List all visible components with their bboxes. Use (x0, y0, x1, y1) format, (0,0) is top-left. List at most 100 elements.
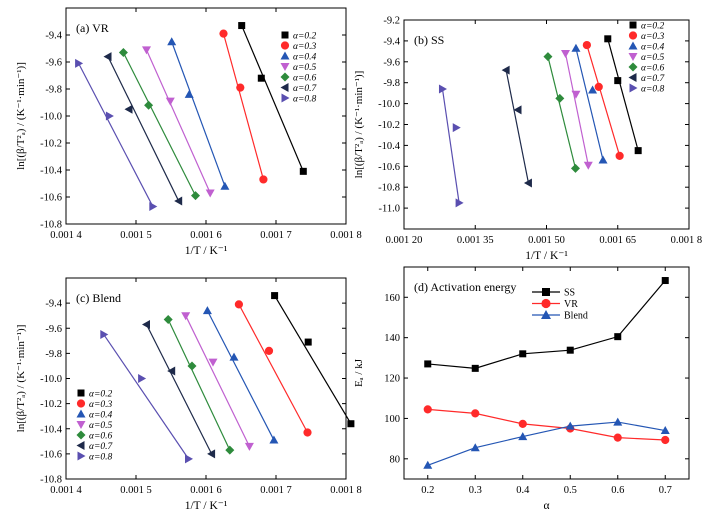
x-tick-label: 0.001 4 (50, 230, 82, 241)
y-tick-label: -10.2 (40, 139, 62, 150)
data-point (187, 361, 197, 371)
data-point (513, 105, 522, 115)
x-tick-label: 0.001 8 (330, 485, 362, 496)
y-tick-label: -10.8 (40, 220, 62, 231)
y-tick-label: 140 (384, 333, 400, 344)
legend-marker (280, 51, 290, 60)
data-point (438, 84, 447, 94)
y-tick-label: 160 (384, 293, 400, 304)
data-point (634, 147, 642, 155)
legend-marker (76, 409, 86, 418)
legend-label: Blend (564, 311, 588, 322)
fit-line (274, 295, 352, 425)
legend-marker (281, 93, 290, 103)
panel-label: (c) Blend (76, 291, 121, 305)
data-point (424, 360, 432, 368)
y-axis-label: Eₐ / kJ (353, 358, 365, 387)
data-point (347, 420, 355, 428)
data-point (142, 319, 150, 329)
fit-line (575, 48, 604, 161)
legend-label: α=0.6 (89, 432, 113, 442)
data-point (613, 433, 622, 442)
legend-label: α=0.5 (641, 53, 665, 63)
chart-panel-1: 0.001 4 0.001 5 0.001 6 0.001 7 0.001 8 -9.4 -… (15, 7, 362, 257)
y-tick-label: -10.4 (378, 141, 401, 152)
data-point (167, 37, 177, 46)
x-tick-label: 0.5 (564, 485, 577, 496)
y-tick-label: -9.8 (45, 85, 62, 96)
fit-line (206, 310, 275, 441)
data-point (165, 97, 175, 106)
fit-line (441, 88, 460, 203)
y-tick-label: -9.6 (45, 58, 62, 69)
legend-label: α=0.7 (641, 74, 666, 84)
data-point (269, 435, 279, 444)
data-point (588, 85, 598, 94)
legend-marker (77, 451, 86, 461)
legend-marker (280, 83, 289, 92)
legend-label: α=0.3 (89, 400, 113, 410)
fit-line (167, 319, 231, 451)
data-point (118, 48, 128, 58)
legend-label: α=0.7 (89, 442, 114, 452)
x-axis-label: 1/T / K⁻¹ (185, 500, 228, 512)
y-tick-label: -10.8 (40, 475, 62, 486)
y-tick-label: -10.6 (40, 193, 62, 204)
legend-label: α=0.5 (89, 421, 113, 431)
data-point (501, 65, 510, 75)
data-point (238, 22, 246, 30)
data-point (191, 191, 200, 201)
legend-label: SS (564, 288, 575, 299)
data-point (594, 82, 603, 91)
data-point (304, 338, 312, 346)
data-point (234, 300, 243, 309)
fit-line (122, 52, 197, 196)
legend-marker (76, 430, 86, 440)
legend-marker (76, 421, 86, 429)
plot-frame (403, 266, 690, 480)
data-point (519, 350, 527, 358)
data-point (163, 314, 173, 324)
x-tick-label: 0.001 80 (671, 235, 702, 246)
series-line (427, 280, 666, 369)
panel-label: (d) Activation energy (414, 280, 516, 294)
data-point (571, 90, 581, 99)
x-tick-label: 0.6 (611, 485, 624, 496)
y-tick-label: -9.8 (45, 349, 62, 360)
data-point (167, 366, 176, 376)
legend-marker (76, 441, 85, 450)
data-point (452, 123, 461, 133)
data-point (423, 405, 432, 414)
x-tick-label: 0.001 8 (330, 230, 362, 241)
y-axis-label: ln[(β/T²ₐ) / (K⁻¹·min⁻¹)] (15, 62, 27, 170)
fit-line (171, 41, 226, 187)
legend-label: α=0.8 (89, 453, 113, 463)
data-point (207, 449, 216, 459)
data-point (264, 346, 274, 355)
y-axis-label: ln[(β/T²ₐ) / (K⁻¹·min⁻¹)] (353, 71, 365, 179)
x-tick-label: 0.001 5 (120, 230, 152, 241)
x-axis-label: α (543, 500, 549, 512)
y-tick-label: -9.8 (383, 78, 400, 89)
data-point (598, 155, 608, 164)
data-point (299, 167, 307, 175)
legend-label: α=0.4 (293, 53, 317, 63)
data-point (205, 189, 215, 198)
fit-line (145, 324, 213, 455)
data-point (236, 83, 245, 92)
x-tick-label: 0.001 7 (260, 230, 292, 241)
series-line (427, 421, 666, 466)
data-point (660, 426, 670, 435)
data-point (613, 417, 623, 426)
x-tick-label: 0.001 50 (528, 235, 565, 246)
legend-marker (77, 389, 85, 397)
y-tick-label: -9.6 (45, 324, 62, 335)
series-line (427, 408, 666, 441)
data-point (661, 277, 669, 285)
data-point (615, 151, 624, 160)
panel-label: (b) SS (414, 33, 444, 47)
data-point (174, 196, 183, 206)
data-point (202, 306, 212, 315)
data-point (518, 432, 528, 441)
data-point (471, 409, 480, 418)
